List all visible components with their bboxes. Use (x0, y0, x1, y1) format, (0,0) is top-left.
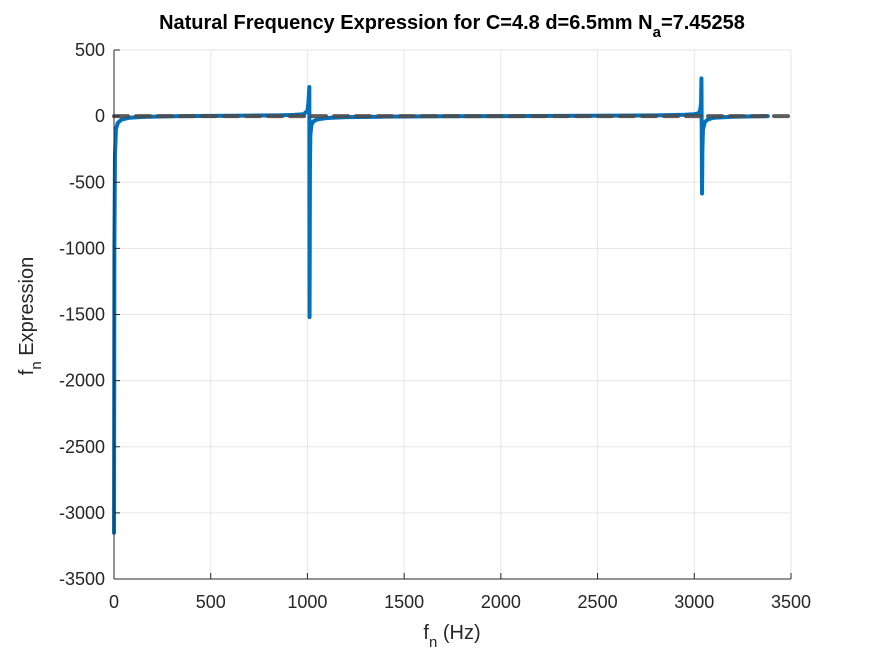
y-tick-label: -2500 (59, 437, 105, 457)
y-tick-label: -2000 (59, 371, 105, 391)
x-tick-label: 1500 (384, 592, 424, 612)
y-tick-label: -1000 (59, 238, 105, 258)
y-tick-label: -3500 (59, 569, 105, 589)
y-axis-label: fn Expression (16, 257, 45, 375)
tick-labels: 0 500 1000 1500 2000 2500 3000 3500 500 0 -500 -100… (59, 40, 811, 612)
y-tick-label: -3000 (59, 503, 105, 523)
x-tick-label: 0 (109, 592, 119, 612)
chart-title-subscript: a (653, 24, 662, 41)
x-tick-label: 500 (196, 592, 226, 612)
x-tick-label: 1000 (287, 592, 327, 612)
x-tick-label: 3000 (674, 592, 714, 612)
x-tick-label: 3500 (771, 592, 811, 612)
y-tick-label: -1500 (59, 305, 105, 325)
series-layer (112, 76, 793, 535)
x-axis-label: fn (Hz) (423, 622, 480, 651)
y-tick-label: -500 (69, 172, 105, 192)
x-tick-label: 2000 (481, 592, 521, 612)
y-tick-label: 0 (95, 106, 105, 126)
x-tick-label: 2500 (578, 592, 618, 612)
chart-title: Natural Frequency Expression for C=4.8 d… (159, 12, 745, 41)
y-tick-label: 500 (75, 40, 105, 60)
